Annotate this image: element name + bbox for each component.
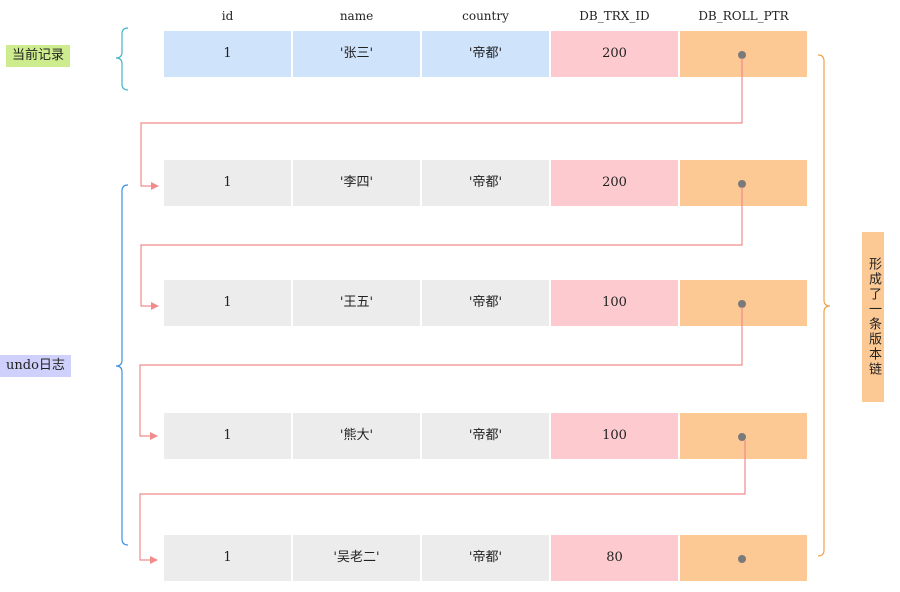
cell-name: '吴老二' bbox=[293, 535, 420, 581]
cell-country: '帝都' bbox=[422, 31, 549, 77]
header-db-roll-ptr: DB_ROLL_PTR bbox=[698, 9, 789, 23]
cell-id: 1 bbox=[164, 160, 291, 206]
cell-db-trx-id: 100 bbox=[551, 413, 678, 459]
cell-country: '帝都' bbox=[422, 160, 549, 206]
header-db-trx-id: DB_TRX_ID bbox=[579, 9, 650, 23]
pointer-dot bbox=[738, 555, 746, 563]
version-chain-arrow bbox=[140, 187, 743, 310]
cell-country: '帝都' bbox=[422, 280, 549, 326]
cell-name: '李四' bbox=[293, 160, 420, 206]
cell-db-trx-id: 200 bbox=[551, 31, 678, 77]
current-record-brace bbox=[115, 27, 129, 91]
header-name: name bbox=[339, 9, 374, 23]
cell-name: '熊大' bbox=[293, 413, 420, 459]
undo-row: 1 '吴老二' '帝都' 80 bbox=[0, 535, 900, 581]
cell-db-roll-ptr bbox=[680, 280, 807, 326]
pointer-dot bbox=[738, 51, 746, 59]
cell-name: '王五' bbox=[293, 280, 420, 326]
pointer-dot bbox=[738, 300, 746, 308]
header-country: country bbox=[462, 9, 509, 23]
undo-row: 1 '李四' '帝都' 200 bbox=[0, 160, 900, 206]
undo-row: 1 '王五' '帝都' 100 bbox=[0, 280, 900, 326]
cell-db-roll-ptr bbox=[680, 413, 807, 459]
cell-db-roll-ptr bbox=[680, 31, 807, 77]
undo-log-label: undo日志 bbox=[0, 355, 71, 377]
cell-id: 1 bbox=[164, 535, 291, 581]
pointer-dot bbox=[738, 433, 746, 441]
cell-id: 1 bbox=[164, 31, 291, 77]
version-chain-arrow bbox=[139, 440, 746, 564]
cell-db-trx-id: 100 bbox=[551, 280, 678, 326]
version-chain-arrow bbox=[140, 58, 743, 190]
cell-country: '帝都' bbox=[422, 413, 549, 459]
cell-db-trx-id: 80 bbox=[551, 535, 678, 581]
cell-name: '张三' bbox=[293, 31, 420, 77]
undo-row: 1 '熊大' '帝都' 100 bbox=[0, 413, 900, 459]
cell-db-trx-id: 200 bbox=[551, 160, 678, 206]
cell-db-roll-ptr bbox=[680, 160, 807, 206]
pointer-dot bbox=[738, 180, 746, 188]
undo-log-brace bbox=[115, 184, 129, 546]
cell-country: '帝都' bbox=[422, 535, 549, 581]
version-chain-arrow bbox=[139, 307, 743, 440]
current-record-label: 当前记录 bbox=[6, 45, 71, 67]
cell-id: 1 bbox=[164, 413, 291, 459]
version-chain-label: 形成了一条版本链 bbox=[862, 232, 884, 402]
header-id: id bbox=[221, 9, 234, 23]
cell-id: 1 bbox=[164, 280, 291, 326]
cell-db-roll-ptr bbox=[680, 535, 807, 581]
record-row-current: 1 '张三' '帝都' 200 bbox=[0, 31, 900, 77]
version-chain-brace bbox=[817, 54, 831, 557]
